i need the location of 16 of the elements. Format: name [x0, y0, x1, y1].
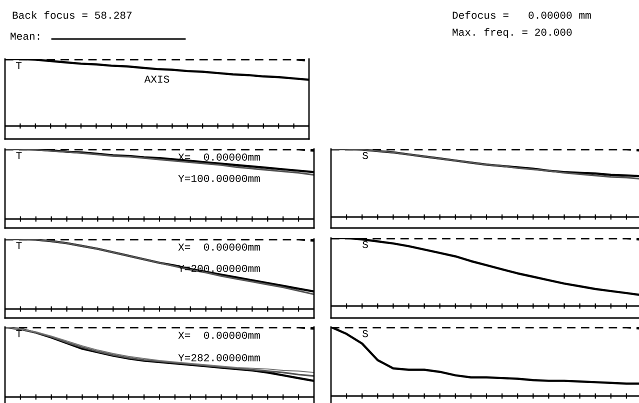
- annotation: T: [16, 242, 22, 250]
- annotation: X= 0.00000mm: [178, 244, 260, 251]
- annotation: X= 0.00000mm: [178, 332, 260, 339]
- annotation: Y=282.00000mm: [178, 354, 260, 362]
- annotation: Y=100.00000mm: [178, 174, 260, 182]
- annotation: S: [362, 330, 368, 338]
- text: Max. freq. = 20.000: [452, 28, 572, 38]
- annotation: T: [16, 152, 22, 160]
- annotation: T: [16, 62, 22, 70]
- annotation: S: [362, 152, 368, 160]
- annotation: S: [362, 240, 368, 248]
- text: Mean:: [10, 32, 40, 40]
- text: Defocus = 0.00000 mm: [452, 11, 591, 19]
- annotation: AXIS: [144, 76, 170, 83]
- annotation: T: [16, 330, 22, 338]
- text: Back focus = 58.287: [12, 11, 132, 19]
